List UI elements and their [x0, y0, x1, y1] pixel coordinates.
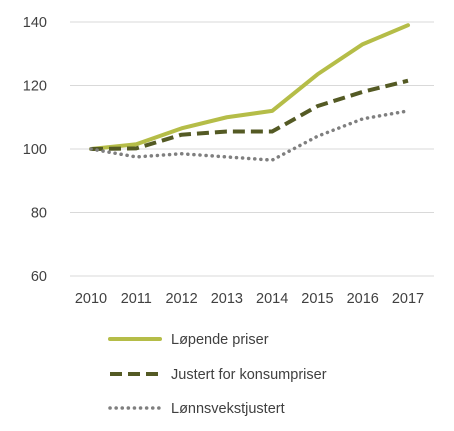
- y-tick-label: 140: [23, 15, 47, 31]
- y-tick-label: 80: [31, 206, 47, 222]
- series-line-2: [90, 78, 409, 151]
- series-line-3: [89, 109, 410, 162]
- series-lines: [89, 23, 410, 162]
- legend-label-3: Lønnsvekstjustert: [171, 401, 285, 417]
- x-tick-label: 2014: [256, 291, 288, 307]
- x-tick-label: 2013: [211, 291, 243, 307]
- legend-label-1: Løpende priser: [171, 332, 269, 348]
- x-tick-label: 2011: [121, 291, 152, 307]
- y-tick-label: 120: [23, 79, 47, 95]
- series-line-1: [89, 23, 410, 151]
- x-tick-label: 2017: [392, 291, 424, 307]
- y-tick-label: 100: [23, 142, 47, 158]
- x-tick-label: 2016: [347, 291, 379, 307]
- y-tick-label: 60: [31, 269, 47, 285]
- y-axis-tick-labels: 60 80 100 120 140: [23, 15, 47, 285]
- x-tick-label: 2010: [75, 291, 107, 307]
- legend: Løpende priser Justert for konsumpriser Lø…: [108, 332, 327, 417]
- legend-label-2: Justert for konsumpriser: [171, 367, 327, 383]
- gridlines: [70, 21, 434, 277]
- x-tick-label: 2015: [301, 291, 333, 307]
- x-tick-label: 2012: [165, 291, 197, 307]
- x-axis-tick-labels: 2010 2011 2012 2013 2014 2015 2016 2017: [75, 291, 424, 307]
